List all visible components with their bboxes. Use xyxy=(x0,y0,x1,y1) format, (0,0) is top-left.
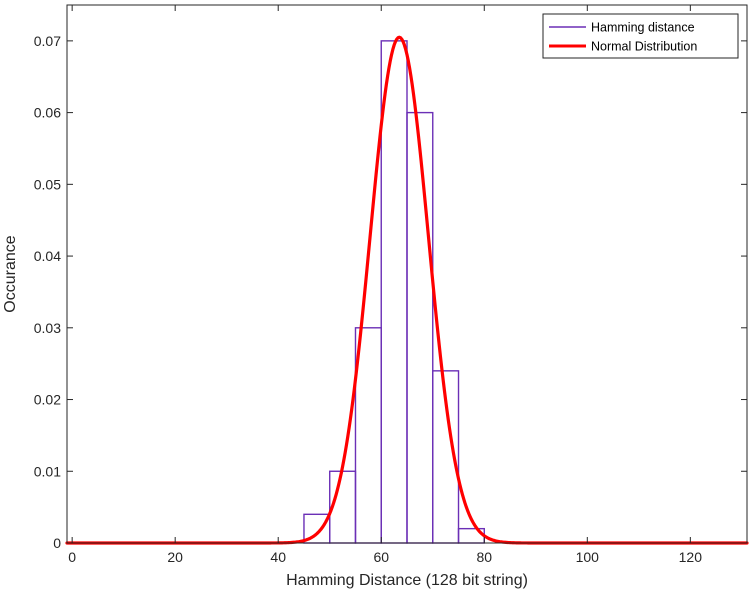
x-tick-label: 100 xyxy=(576,549,600,565)
y-axis-title: Occurance xyxy=(2,235,19,312)
x-tick-label: 80 xyxy=(476,549,492,565)
y-tick-label: 0.02 xyxy=(34,392,61,408)
y-tick-label: 0.04 xyxy=(34,248,61,264)
x-tick-label: 0 xyxy=(68,549,76,565)
y-tick-label: 0.07 xyxy=(34,33,61,49)
x-axis-title: Hamming Distance (128 bit string) xyxy=(286,572,528,589)
plot-area xyxy=(65,35,749,545)
axes-box xyxy=(66,4,748,544)
y-tick-label: 0 xyxy=(53,535,61,551)
axes: 0 20 40 60 80 100 120 0 0.01 0.02 0.03 0.04 0.05 0.06… xyxy=(34,4,748,565)
histogram-bar xyxy=(380,40,408,544)
y-tick-label: 0.03 xyxy=(34,320,61,336)
legend-label: Hamming distance xyxy=(591,21,695,35)
legend-label: Normal Distribution xyxy=(591,40,697,54)
x-tick-label: 20 xyxy=(167,549,183,565)
histogram-bar xyxy=(354,327,382,544)
y-tick-label: 0.06 xyxy=(34,105,61,121)
x-tick-label: 40 xyxy=(270,549,286,565)
x-tick-label: 120 xyxy=(679,549,703,565)
x-tick-label: 60 xyxy=(373,549,389,565)
y-tick-label: 0.01 xyxy=(34,463,61,479)
y-tick-label: 0.05 xyxy=(34,176,61,192)
histogram-bar xyxy=(406,111,434,544)
legend-box xyxy=(542,13,739,59)
legend: Hamming distance Normal Distribution xyxy=(542,13,739,59)
